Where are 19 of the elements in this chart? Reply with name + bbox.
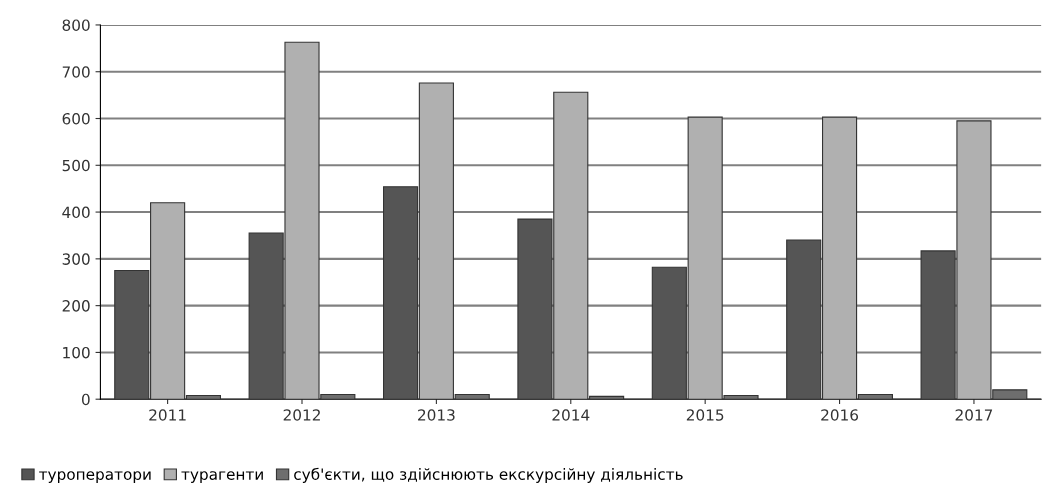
x-tick-label: 2017 [955,409,993,421]
y-tick-label: 800 [62,19,90,31]
x-tick-label: 2015 [686,409,724,421]
x-tick-label: 2014 [552,409,590,421]
y-tick-label: 300 [62,253,90,265]
x-tick-label: 2016 [821,409,859,421]
y-tick-label: 700 [62,66,90,78]
legend-label: туроператори [39,471,151,483]
x-tick-label: 2013 [418,409,455,421]
y-tick-label: 0 [81,393,90,406]
y-tick-label: 600 [62,112,90,125]
legend-label: суб'єкти, що здійснюють екскурсійну діяльність [294,467,683,483]
y-tick-label: 500 [62,159,90,172]
x-tick-label: 2012 [283,409,320,421]
x-tick-label: 2011 [149,409,186,421]
y-tick-label: 100 [63,346,90,359]
y-tick-label: 400 [62,206,90,219]
legend-label: турагенти [181,471,263,483]
y-tick-label: 200 [62,300,90,312]
